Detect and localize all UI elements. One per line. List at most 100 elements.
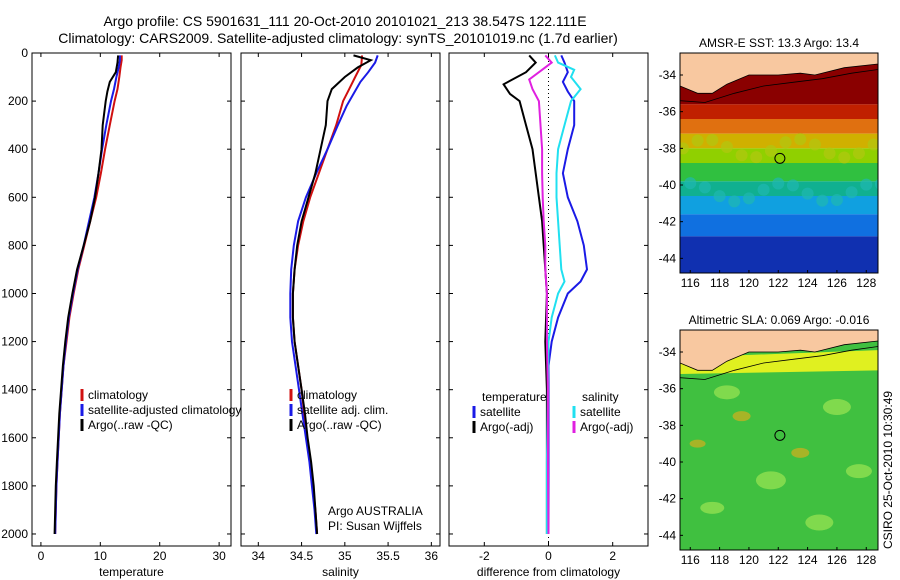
y-tick-label: -36 bbox=[659, 382, 677, 396]
x-tick-label: 35 bbox=[338, 549, 352, 563]
y-tick-label: 400 bbox=[8, 142, 28, 156]
shelf-contour bbox=[680, 69, 878, 103]
sst-patch bbox=[757, 183, 770, 196]
series-line bbox=[528, 54, 554, 535]
x-tick-label: 120 bbox=[739, 276, 759, 290]
x-tick-label: 2 bbox=[609, 549, 616, 563]
series-line bbox=[545, 54, 582, 534]
x-tick-label: 0 bbox=[545, 549, 552, 563]
map-panel-sla_map: 116 118 120 122 124 126 128 -34 -36 -38 -40 -42 -44 A… bbox=[659, 313, 879, 567]
y-tick-label: 1200 bbox=[1, 335, 28, 349]
y-tick-label: -44 bbox=[659, 251, 677, 265]
legend-entry: temperature bbox=[482, 390, 547, 404]
sst-patch bbox=[742, 192, 755, 205]
legend-entry: climatology bbox=[297, 388, 357, 402]
profile-panel-salinity: 34 34.5 35 35.5 36 salinity climatologysatelli… bbox=[240, 52, 441, 579]
map-color-band bbox=[680, 104, 878, 119]
series-line bbox=[547, 54, 589, 534]
sla-patch bbox=[713, 385, 740, 400]
map-frame bbox=[679, 329, 879, 551]
legend-entry: satellite-adjusted climatology bbox=[88, 403, 241, 417]
y-tick-label: -36 bbox=[659, 105, 677, 119]
sst-patch bbox=[867, 138, 878, 151]
x-tick-label: 116 bbox=[681, 276, 700, 290]
sst-patch bbox=[852, 147, 865, 160]
sla-patch bbox=[700, 501, 725, 514]
x-tick-label: 34.5 bbox=[290, 549, 314, 563]
legend-entry: climatology bbox=[88, 388, 148, 402]
x-tick-label: 120 bbox=[739, 553, 759, 567]
y-tick-label: -40 bbox=[659, 455, 677, 469]
y-tick-label: 2000 bbox=[1, 527, 28, 541]
sst-patch bbox=[750, 151, 763, 164]
y-tick-label: 1400 bbox=[1, 383, 28, 397]
map-title: AMSR-E SST: 13.3 Argo: 13.4 bbox=[699, 36, 859, 50]
sla-patch bbox=[822, 399, 851, 415]
figure-title-line1: Argo profile: CS 5901631_111 20-Oct-2010… bbox=[103, 13, 586, 29]
y-tick-label: 0 bbox=[21, 46, 28, 60]
argo-location-marker bbox=[774, 429, 786, 441]
sla-patch bbox=[845, 464, 872, 479]
panel-annotation: Argo AUSTRALIA bbox=[328, 504, 423, 518]
sst-patch bbox=[794, 133, 807, 146]
sla-patch bbox=[805, 514, 834, 531]
series-line bbox=[53, 55, 120, 535]
x-tick-label: 118 bbox=[710, 276, 729, 290]
map-panels: 116 118 120 122 124 126 128 -34 -36 -38 -40 -42 -44 A… bbox=[659, 36, 879, 567]
x-tick-label: 124 bbox=[798, 276, 818, 290]
series-line bbox=[291, 54, 374, 535]
map-panel-sst_map: 116 118 120 122 124 126 128 -34 -36 -38 -40 -42 -44 A… bbox=[659, 36, 879, 290]
panel-annotation: PI: Susan Wijffels bbox=[328, 519, 422, 533]
map-color-band bbox=[680, 163, 878, 182]
y-tick-label: -44 bbox=[659, 528, 677, 542]
y-tick-label: -40 bbox=[659, 178, 677, 192]
sst-patch bbox=[684, 177, 697, 190]
x-tick-label: 124 bbox=[798, 553, 818, 567]
sst-patch bbox=[680, 142, 689, 155]
x-tick-label: 0 bbox=[38, 549, 45, 563]
sst-patch bbox=[728, 195, 741, 208]
map-color-band bbox=[680, 119, 878, 134]
sst-patch bbox=[838, 151, 851, 164]
sst-patch bbox=[845, 186, 858, 199]
plot-frame bbox=[240, 52, 441, 547]
profile-panel-difference: -2 0 2 difference from climatology temperatu… bbox=[448, 52, 649, 579]
sst-patch bbox=[706, 133, 719, 146]
x-tick-label: 116 bbox=[681, 553, 700, 567]
side-timestamp-label: CSIRO 25-Oct-2010 10:30:49 bbox=[881, 391, 895, 549]
x-tick-label: 128 bbox=[856, 276, 876, 290]
legend-entry: Argo(..raw -QC) bbox=[88, 418, 173, 432]
x-tick-label: 35.5 bbox=[376, 549, 400, 563]
sla-patch bbox=[791, 447, 810, 458]
sst-patch bbox=[720, 141, 733, 154]
series-line bbox=[502, 54, 548, 534]
legend-entry: satellite bbox=[580, 405, 621, 419]
sst-patch bbox=[874, 178, 878, 190]
x-tick-label: 34 bbox=[252, 549, 266, 563]
y-tick-label: -42 bbox=[659, 215, 677, 229]
x-tick-label: 30 bbox=[212, 549, 226, 563]
sst-patch bbox=[801, 187, 814, 200]
x-axis-label: salinity bbox=[322, 565, 359, 579]
legend-entry: Argo(-adj) bbox=[480, 420, 533, 434]
x-tick-label: 126 bbox=[827, 553, 847, 567]
sst-patch bbox=[691, 134, 704, 147]
legend-entry: Argo(..raw -QC) bbox=[297, 418, 382, 432]
x-tick-label: 36 bbox=[425, 549, 439, 563]
argo-location-marker bbox=[774, 152, 786, 164]
map-field bbox=[680, 53, 878, 273]
x-tick-label: 126 bbox=[827, 276, 847, 290]
x-tick-label: -2 bbox=[479, 549, 490, 563]
y-tick-label: 1800 bbox=[1, 479, 28, 493]
y-tick-label: 1600 bbox=[1, 431, 28, 445]
y-tick-label: 200 bbox=[8, 94, 28, 108]
sst-patch bbox=[764, 144, 777, 157]
series-line bbox=[289, 55, 379, 535]
profile-panel-temperature: 0 10 20 30 0 200 400 600 800 1000 1200 1400 1600 1800… bbox=[1, 46, 241, 579]
x-axis-label: temperature bbox=[99, 565, 164, 579]
map-frame bbox=[679, 52, 879, 274]
map-field bbox=[680, 330, 878, 550]
sst-patch bbox=[713, 190, 726, 203]
y-tick-label: -34 bbox=[659, 345, 677, 359]
x-tick-label: 128 bbox=[856, 553, 876, 567]
